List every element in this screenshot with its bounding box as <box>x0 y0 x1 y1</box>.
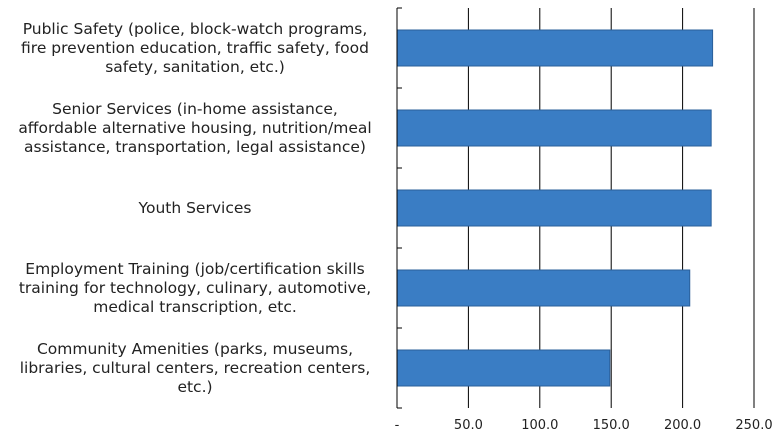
category-label-line: Public Safety (police, block-watch progr… <box>23 20 368 38</box>
x-tick-label: 150.0 <box>593 418 630 433</box>
category-label-line: affordable alternative housing, nutritio… <box>18 119 371 137</box>
bar <box>396 109 712 147</box>
value-axis: - 50.0 100.0 150.0 200.0 250.0 <box>395 418 773 433</box>
x-tick-label: 100.0 <box>521 418 558 433</box>
x-tick-label: 50.0 <box>454 418 483 433</box>
category-label-line: medical transcription, etc. <box>93 298 297 316</box>
category-label: Community Amenities (parks, museums, libr… <box>20 340 371 396</box>
category-label-line: Community Amenities (parks, museums, <box>37 340 353 358</box>
x-tick-label: 250.0 <box>735 418 772 433</box>
category-label-line: fire prevention education, traffic safet… <box>21 39 369 57</box>
x-tick-label: 200.0 <box>664 418 701 433</box>
x-tick-label: - <box>395 418 400 433</box>
category-label: Employment Training (job/certification s… <box>19 260 371 316</box>
category-label-line: Youth Services <box>138 199 252 217</box>
category-label-line: assistance, transportation, legal assist… <box>24 138 366 156</box>
bar <box>396 269 691 307</box>
category-label: Youth Services <box>138 199 252 217</box>
category-axis <box>396 7 402 409</box>
category-label-line: libraries, cultural centers, recreation … <box>20 359 371 377</box>
category-label: Public Safety (police, block-watch progr… <box>21 20 369 76</box>
category-label-line: safety, sanitation, etc.) <box>105 58 285 76</box>
category-label-line: training for technology, culinary, autom… <box>19 279 371 297</box>
category-label-line: Senior Services (in-home assistance, <box>52 100 338 118</box>
category-label-line: etc.) <box>177 378 212 396</box>
category-label-line: Employment Training (job/certification s… <box>25 260 364 278</box>
category-labels: Public Safety (police, block-watch progr… <box>18 20 371 396</box>
bars <box>396 29 714 387</box>
bar <box>396 29 714 67</box>
category-label: Senior Services (in-home assistance, affo… <box>18 100 371 156</box>
bar <box>396 349 611 387</box>
bar <box>396 189 712 227</box>
